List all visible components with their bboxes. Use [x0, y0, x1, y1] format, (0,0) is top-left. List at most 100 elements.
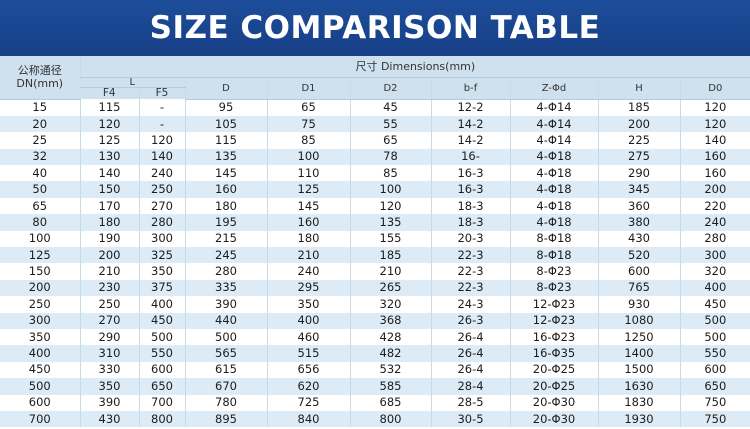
table-cell: 100	[349, 181, 431, 198]
table-cell: 20-3	[430, 230, 510, 248]
table-cell: 620	[266, 378, 350, 395]
table-cell: 155	[349, 230, 431, 248]
table-cell: -	[138, 115, 185, 133]
table-cell: 650	[138, 378, 185, 395]
table-cell: 180	[79, 214, 139, 231]
table-cell: 24-3	[430, 296, 510, 313]
table-cell: 265	[349, 279, 431, 297]
table-cell: 160	[266, 214, 350, 231]
table-cell: 310	[79, 345, 139, 362]
column-header-h: H	[597, 77, 680, 100]
table-cell: 368	[349, 312, 431, 329]
table-cell: 25	[0, 132, 80, 149]
table-cell: 150	[0, 263, 80, 280]
table-cell: 26-4	[430, 345, 510, 362]
table-cell: 26-4	[430, 328, 510, 346]
table-cell: 75	[266, 115, 350, 133]
table-cell: 78	[349, 148, 431, 166]
table-row: 600 390 700 780 725 685 28-5 20-Φ30 1830 750	[0, 394, 750, 411]
table-cell: 1500	[597, 361, 680, 379]
table-cell: 895	[184, 410, 267, 428]
table-cell: 700	[0, 410, 80, 428]
table-cell: 1080	[597, 312, 680, 329]
column-header-d1: D1	[266, 77, 350, 100]
table-cell: 145	[266, 197, 350, 215]
dn-header-cell: 公称通径 DN(mm)	[0, 56, 80, 100]
table-cell: 195	[184, 214, 267, 231]
table-cell: 135	[349, 214, 431, 231]
column-header-f4: F4	[80, 87, 139, 99]
table-row: 20 120-105 75 55 14-2 4-Φ14 200 120	[0, 115, 750, 133]
table-cell: 500	[0, 378, 80, 395]
table-cell: 600	[138, 361, 185, 379]
table-cell: 65	[266, 99, 350, 116]
table-cell: 160	[679, 165, 750, 182]
table-cell: 12-2	[430, 99, 510, 116]
table-cell: 215	[184, 230, 267, 248]
table-cell: 750	[679, 394, 750, 411]
table-cell: 250	[79, 296, 139, 313]
table-cell: 400	[679, 279, 750, 297]
table-cell: 600	[679, 361, 750, 379]
table-cell: 4-Φ18	[509, 181, 598, 198]
table-cell: 120	[679, 115, 750, 133]
table-cell: 390	[79, 394, 139, 411]
table-cell: 240	[266, 263, 350, 280]
table-cell: 26-4	[430, 361, 510, 379]
table-cell: 50	[0, 181, 80, 198]
table-cell: 290	[597, 165, 680, 182]
table-cell: 115	[184, 132, 267, 149]
dn-header-chinese: 公称通径	[17, 64, 62, 78]
table-cell: 300	[138, 230, 185, 248]
table-cell: 375	[138, 279, 185, 297]
table-cell: 145	[184, 165, 267, 182]
table-cell: 550	[679, 345, 750, 362]
table-cell: 100	[0, 230, 80, 248]
table-cell: 230	[79, 279, 139, 297]
table-cell: 482	[349, 345, 431, 362]
table-cell: 22-3	[430, 263, 510, 280]
table-cell: 16-3	[430, 181, 510, 198]
table-cell: 280	[184, 263, 267, 280]
table-cell: 55	[349, 115, 431, 133]
table-cell: 380	[597, 214, 680, 231]
table-cell: 220	[679, 197, 750, 215]
table-cell: 4-Φ18	[509, 148, 598, 166]
table-cell: 270	[79, 312, 139, 329]
table-cell: 4-Φ14	[509, 115, 598, 133]
size-comparison-table: 公称通径 DN(mm) 尺寸 Dimensions(mm) L D D1 D2 …	[0, 56, 750, 428]
table-cell: 515	[266, 345, 350, 362]
table-cell: 12-Φ23	[509, 312, 598, 329]
table-cell: 4-Φ18	[509, 197, 598, 215]
table-cell: 20-Φ25	[509, 361, 598, 379]
table-cell: 325	[138, 247, 185, 264]
table-row: 25 125 120 115 85 65 14-2 4-Φ14 225 140	[0, 132, 750, 149]
table-cell: 750	[679, 410, 750, 428]
page-title: SIZE COMPARISON TABLE	[149, 10, 601, 46]
table-cell: 320	[349, 296, 431, 313]
table-cell: 670	[184, 378, 267, 395]
table-cell: 725	[266, 394, 350, 411]
table-cell: 16-Φ35	[509, 345, 598, 362]
table-cell: 320	[679, 263, 750, 280]
table-cell: 532	[349, 361, 431, 379]
table-cell: 100	[266, 148, 350, 166]
table-cell: 14-2	[430, 115, 510, 133]
table-cell: 685	[349, 394, 431, 411]
table-cell: 350	[138, 263, 185, 280]
table-row: 300 270 450 440 400 368 26-3 12-Φ23 1080 500	[0, 312, 750, 329]
table-cell: 330	[79, 361, 139, 379]
table-cell: 8-Φ23	[509, 263, 598, 280]
table-cell: 800	[138, 410, 185, 428]
column-header-d0: D0	[679, 77, 750, 100]
table-cell: 185	[597, 99, 680, 116]
table-cell: 500	[679, 328, 750, 346]
table-cell: 210	[79, 263, 139, 280]
table-row: 500 350 650 670 620 585 28-4 20-Φ25 1630 650	[0, 378, 750, 395]
table-cell: 110	[266, 165, 350, 182]
table-cell: 28-5	[430, 394, 510, 411]
table-cell: 190	[79, 230, 139, 248]
table-cell: 450	[138, 312, 185, 329]
table-cell: 585	[349, 378, 431, 395]
table-cell: 140	[679, 132, 750, 149]
